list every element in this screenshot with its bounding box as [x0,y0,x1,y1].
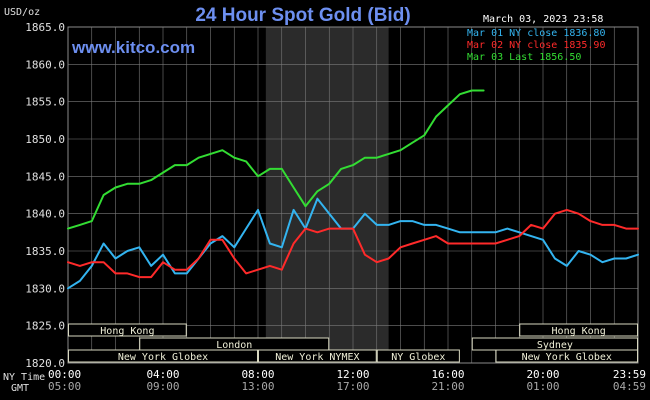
nymex-session-shade [265,27,389,363]
session-label: New York Globex [118,352,208,363]
series-line-2 [67,89,485,230]
y-tick-label: 1860.0 [25,58,65,71]
y-tick-label: 1835.0 [25,245,65,258]
legend-item-mar02: Mar 02 NY close 1835.90 [467,40,605,51]
session-label: Hong Kong [552,326,606,337]
session-bar [519,323,638,337]
session-bar [68,349,258,363]
y-tick-label: 1830.0 [25,282,65,295]
y-tick-label: 1865.0 [25,21,65,34]
y-tick-label: 1825.0 [25,320,65,333]
series-line-1 [67,208,639,279]
session-bar [68,323,187,337]
ny-time-row-label: NY Time [3,372,45,383]
y-tick-label: 1820.0 [25,357,65,370]
session-label: Sydney [537,340,573,351]
y-tick-label: 1855.0 [25,96,65,109]
session-label: NY Globex [391,352,445,363]
gmt-row-label: GMT [11,383,29,394]
x-tick-label-gmt: 04:59 [613,380,646,393]
x-tick-label-ny: 20:00 [526,368,559,381]
legend-item-mar01: Mar 01 NY close 1836.80 [467,28,605,39]
session-bar [376,349,460,363]
x-tick-label-gmt: 05:00 [48,380,81,393]
x-tick-label-ny: 16:00 [431,368,464,381]
session-label: New York Globex [522,352,612,363]
session-bar [258,349,377,363]
chart-date: March 03, 2023 23:58 [483,14,603,25]
y-tick-label: 1845.0 [25,170,65,183]
session-label: London [216,340,252,351]
x-tick-label-gmt: 21:00 [431,380,464,393]
x-tick-label-gmt: 09:00 [146,380,179,393]
session-bar [495,349,638,363]
x-tick-label-ny: 12:00 [336,368,369,381]
x-tick-label-gmt: 01:00 [526,380,559,393]
x-tick-label-gmt: 17:00 [336,380,369,393]
x-tick-label-gmt: 13:00 [241,380,274,393]
x-tick-label-ny: 23:59 [613,368,646,381]
chart-title: 24 Hour Spot Gold (Bid) [195,5,410,26]
y-unit-label: USD/oz [4,7,40,18]
x-tick-label-ny: 00:00 [48,368,81,381]
x-tick-label-ny: 08:00 [241,368,274,381]
session-label: Hong Kong [100,326,154,337]
y-tick-label: 1850.0 [25,133,65,146]
session-label: New York NYMEX [275,352,359,363]
kitco-watermark: www.kitco.com [71,38,195,57]
legend-item-mar03: Mar 03 Last 1856.50 [467,52,581,63]
legend: Mar 01 NY close 1836.80 Mar 02 NY close … [467,28,605,63]
x-tick-label-ny: 04:00 [146,368,179,381]
y-tick-label: 1840.0 [25,208,65,221]
